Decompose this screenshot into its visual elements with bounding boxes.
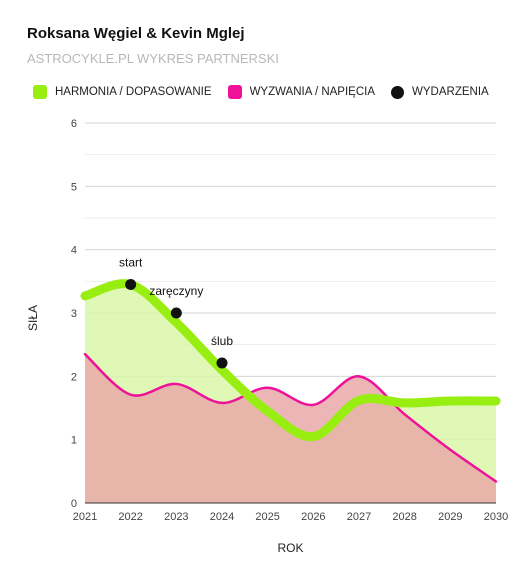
x-tick-label: 2027 [347,511,371,523]
legend-item-harmony[interactable]: HARMONIA / DOPASOWANIE [33,85,212,99]
x-tick-label: 2026 [301,511,325,523]
x-tick-label: 2021 [73,511,97,523]
event-marker[interactable] [170,307,182,319]
y-axis-title: SIŁA [26,305,40,331]
legend-item-events[interactable]: WYDARZENIA [391,85,489,99]
event-label: zaręczyny [149,284,203,298]
legend: HARMONIA / DOPASOWANIE WYZWANIA / NAPIĘC… [33,83,505,101]
y-tick-label: 5 [71,181,77,193]
chart-subtitle: ASTROCYKLE.PL WYKRES PARTNERSKI [27,51,279,66]
legend-swatch-harmony [33,85,47,99]
y-tick-label: 1 [71,435,77,447]
event-label: start [119,256,143,270]
event-marker[interactable] [216,357,228,369]
event-marker[interactable] [125,279,137,290]
line-harmony[interactable] [80,279,501,442]
x-axis-title: ROK [277,541,303,555]
y-tick-label: 2 [71,371,77,383]
x-tick-label: 2024 [210,511,234,523]
y-tick-label: 4 [71,245,77,257]
x-tick-label: 2025 [255,511,279,523]
event-label: ślub [211,334,233,348]
legend-label-challenges: WYZWANIA / NAPIĘCIA [249,86,376,98]
legend-marker-events [391,85,405,99]
y-tick-label: 0 [71,498,77,510]
y-tick-label: 6 [71,118,77,130]
x-tick-label: 2029 [438,511,462,523]
x-tick-label: 2022 [118,511,142,523]
x-tick-label: 2023 [164,511,188,523]
legend-label-harmony: HARMONIA / DOPASOWANIE [55,86,212,98]
y-tick-label: 3 [71,308,77,320]
legend-swatch-challenges [227,85,242,99]
x-tick-label: 2028 [392,511,416,523]
line-challenges[interactable] [83,352,498,483]
chart-title: Roksana Węgiel & Kevin Mglej [27,25,245,42]
legend-item-challenges[interactable]: WYZWANIA / NAPIĘCIA [227,85,376,99]
legend-label-events: WYDARZENIA [412,86,489,98]
x-tick-label: 2030 [484,511,508,523]
